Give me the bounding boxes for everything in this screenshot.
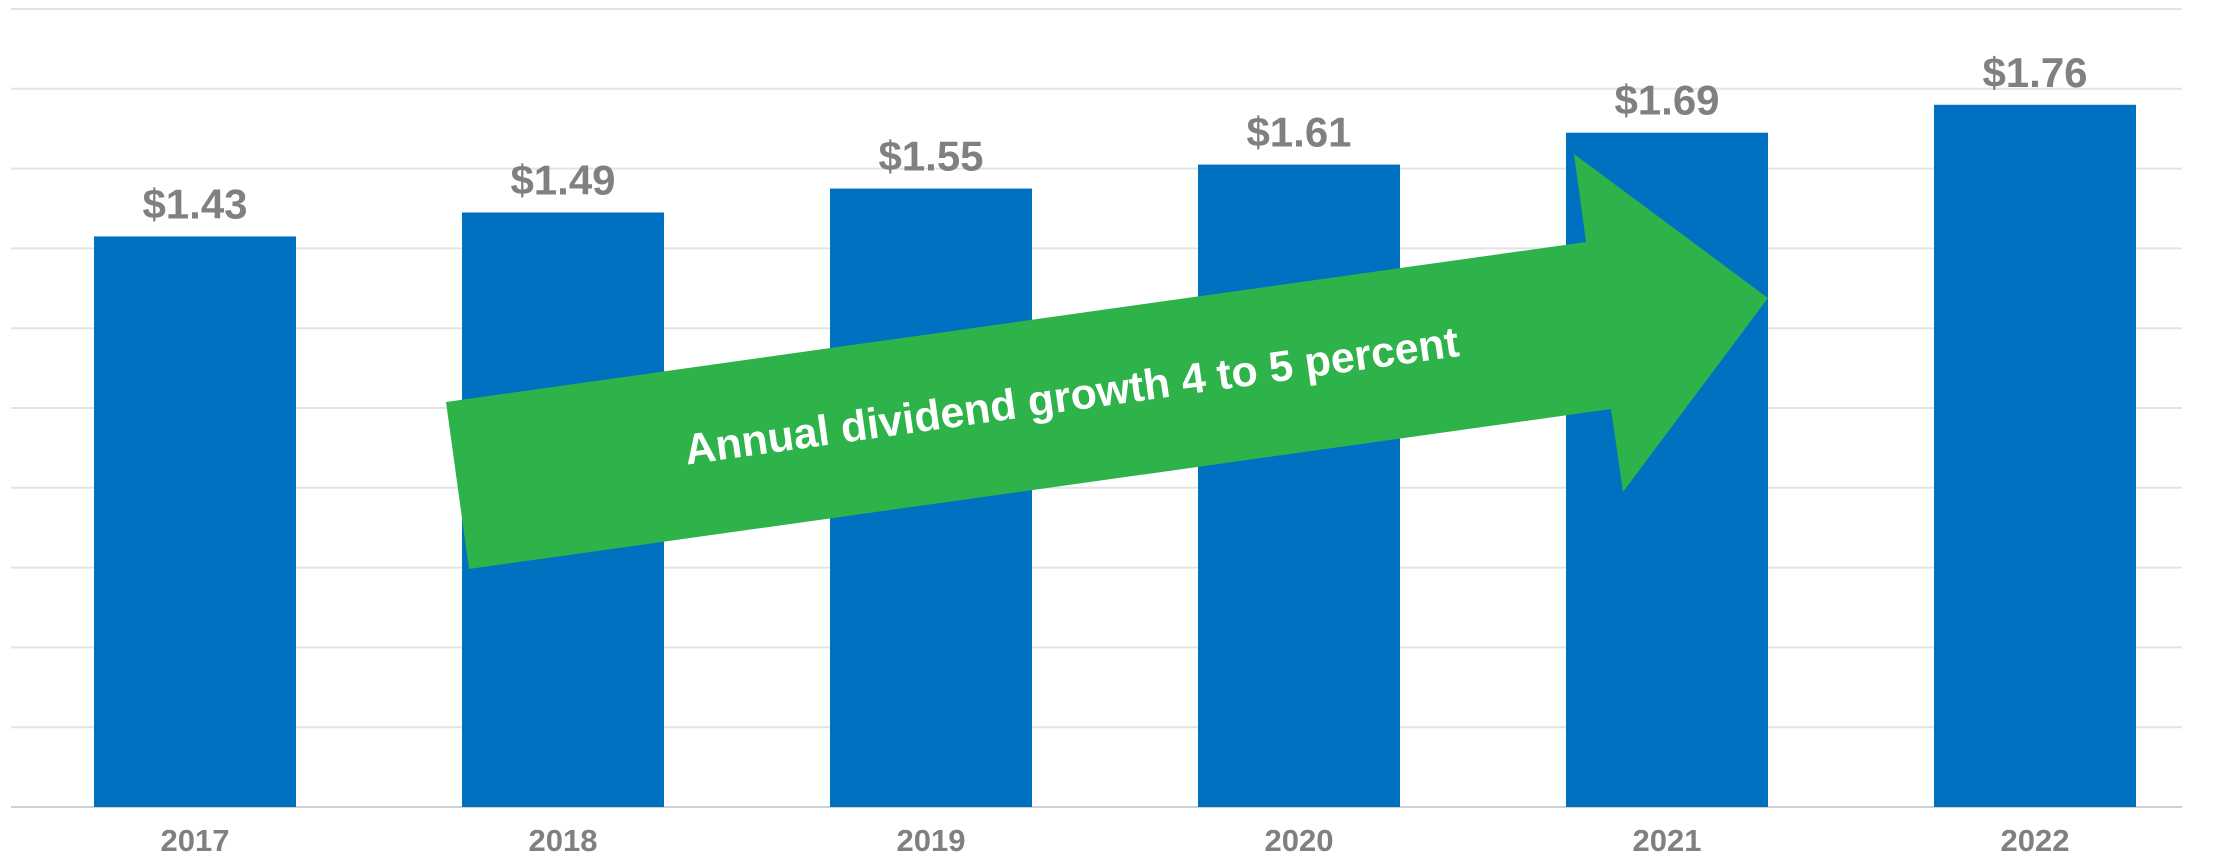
labels: $1.43 2017 $1.49 2018 $1.55 2019 $1.61 2020 $1.6… xyxy=(142,49,2087,858)
bar xyxy=(94,236,296,807)
bar xyxy=(1934,104,2136,807)
value-label: $1.69 xyxy=(1614,77,1719,124)
value-label: $1.61 xyxy=(1246,109,1351,156)
value-label: $1.49 xyxy=(510,156,615,203)
value-label: $1.55 xyxy=(878,133,983,180)
x-tick-label: 2020 xyxy=(1265,823,1334,858)
bar xyxy=(1198,164,1400,808)
x-tick-label: 2017 xyxy=(161,823,230,858)
x-tick-label: 2022 xyxy=(2001,823,2070,858)
x-tick-label: 2021 xyxy=(1633,823,1702,858)
x-tick-label: 2018 xyxy=(529,823,598,858)
value-label: $1.43 xyxy=(142,180,247,227)
value-label: $1.76 xyxy=(1982,49,2087,96)
arrow-shape xyxy=(446,154,1768,569)
x-tick-label: 2019 xyxy=(897,823,966,858)
